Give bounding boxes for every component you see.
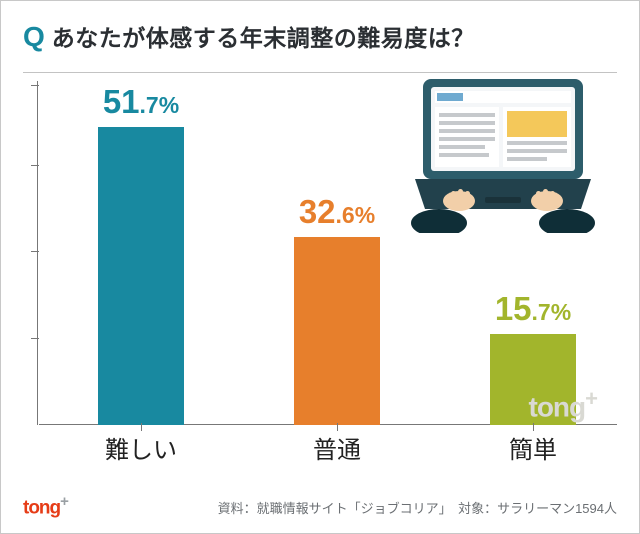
value-label: 51.7% <box>103 83 179 121</box>
value-small: .6% <box>336 202 376 228</box>
y-tick <box>31 85 39 86</box>
value-big: 51 <box>103 83 140 120</box>
value-small: .7% <box>140 92 180 118</box>
x-tick <box>337 423 338 431</box>
title-text: あなたが体感する年末調整の難易度は？ <box>52 19 475 53</box>
y-axis <box>37 81 38 425</box>
footer: tong+ 資料：就職情報サイト「ジョブコリア」 対象：サラリーマン1594人 <box>23 493 617 519</box>
laptop-hands-illustration <box>405 73 601 233</box>
value-label: 15.7% <box>495 290 571 328</box>
bar <box>294 237 380 425</box>
value-label: 32.6% <box>299 193 375 231</box>
value-big: 15 <box>495 290 532 327</box>
source-text: 資料：就職情報サイト「ジョブコリア」 対象：サラリーマン1594人 <box>218 498 617 517</box>
category-label: 難しい <box>105 430 177 465</box>
watermark-plus: + <box>585 386 597 411</box>
category-label: 普通 <box>313 430 361 465</box>
q-mark: Q <box>23 21 44 53</box>
value-big: 32 <box>299 193 336 230</box>
chart-frame: Q あなたが体感する年末調整の難易度は？ 51.7%難しい32.6%普通15.7… <box>0 0 640 534</box>
y-tick <box>31 251 39 252</box>
value-small: .7% <box>532 299 572 325</box>
category-label: 簡単 <box>509 430 557 465</box>
x-tick <box>141 423 142 431</box>
title-underline <box>23 61 617 73</box>
y-tick <box>31 165 39 166</box>
y-tick <box>31 338 39 339</box>
logo-text: tong <box>23 497 60 518</box>
bar <box>98 127 184 425</box>
watermark-text: tong <box>529 391 586 422</box>
logo: tong+ <box>23 493 68 519</box>
logo-plus: + <box>60 493 68 510</box>
x-tick <box>533 423 534 431</box>
title-row: Q あなたが体感する年末調整の難易度は？ <box>1 1 639 61</box>
watermark: tong+ <box>529 386 598 423</box>
